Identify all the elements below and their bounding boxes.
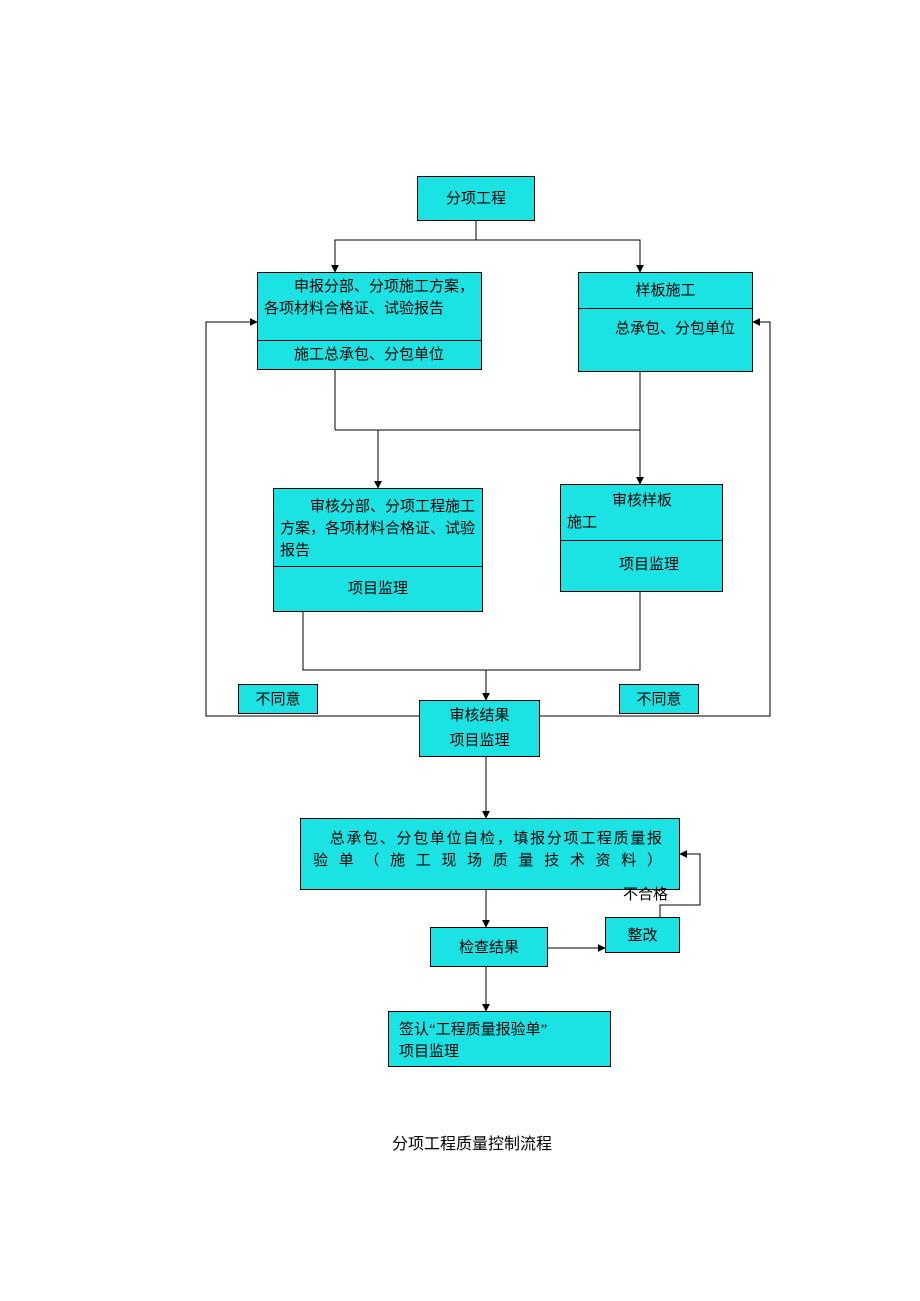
flowchart-node: 不同意 [619,684,699,714]
flowchart-node-text: 项目监理 [561,541,722,581]
flowchart-node-text: 申报分部、分项施工方案，各项材料合格证、试验报告 [258,273,481,341]
flowchart-node-text: 不同意 [620,685,698,716]
flowchart-node-text: 审核结果 [420,701,539,729]
flowchart-node: 签认“工程质量报验单” 项目监理 [388,1011,611,1067]
flowchart-node-text: 总承包、分包单位 [579,309,752,345]
flowchart-node-text: 不合格 [623,885,693,907]
flowchart-node: 审核样板 施工 项目监理 [560,484,723,592]
flowchart-node: 检查结果 [430,927,548,967]
flowchart-node: 审核分部、分项工程施工方案，各项材料合格证、试验报告项目监理 [273,488,483,612]
flowchart-edge [486,592,640,670]
flowchart-node-text: 检查结果 [431,928,547,964]
flowchart-node: 不合格 [623,885,693,907]
flowchart-node-text: 项目监理 [274,567,482,605]
flowchart-edge [476,240,640,272]
diagram-caption: 分项工程质量控制流程 [392,1130,552,1154]
flowchart-node-text: 签认“工程质量报验单” 项目监理 [389,1012,610,1068]
flowchart-node: 总承包、分包单位自检，填报分项工程质量报验单（施工现场质量技术资料） [300,818,680,890]
flowchart-edge [335,240,476,272]
flowchart-node-text: 总承包、分包单位自检，填报分项工程质量报验单（施工现场质量技术资料） [301,819,679,879]
flowchart-node: 分项工程 [417,176,535,221]
flowchart-node-text: 审核分部、分项工程施工方案，各项材料合格证、试验报告 [274,489,482,567]
flowchart-node: 样板施工 总承包、分包单位 [578,272,753,372]
flowchart-node: 申报分部、分项施工方案，各项材料合格证、试验报告 施工总承包、分包单位 [257,272,482,370]
flowchart-edge [303,612,486,670]
flowchart-node-text: 项目监理 [420,729,539,758]
flowchart-node-text: 施工总承包、分包单位 [258,341,481,371]
flowchart-node-text: 整改 [606,918,679,952]
flowchart-node-text: 不同意 [239,685,317,716]
flowchart-node-text: 样板施工 [579,273,752,309]
flowchart-node: 不同意 [238,684,318,714]
flowchart-node: 整改 [605,917,680,953]
flowchart-node-text: 审核样板 施工 [561,485,722,541]
flowchart-node: 审核结果项目监理 [419,700,540,757]
flowchart-node-text: 分项工程 [418,177,534,215]
